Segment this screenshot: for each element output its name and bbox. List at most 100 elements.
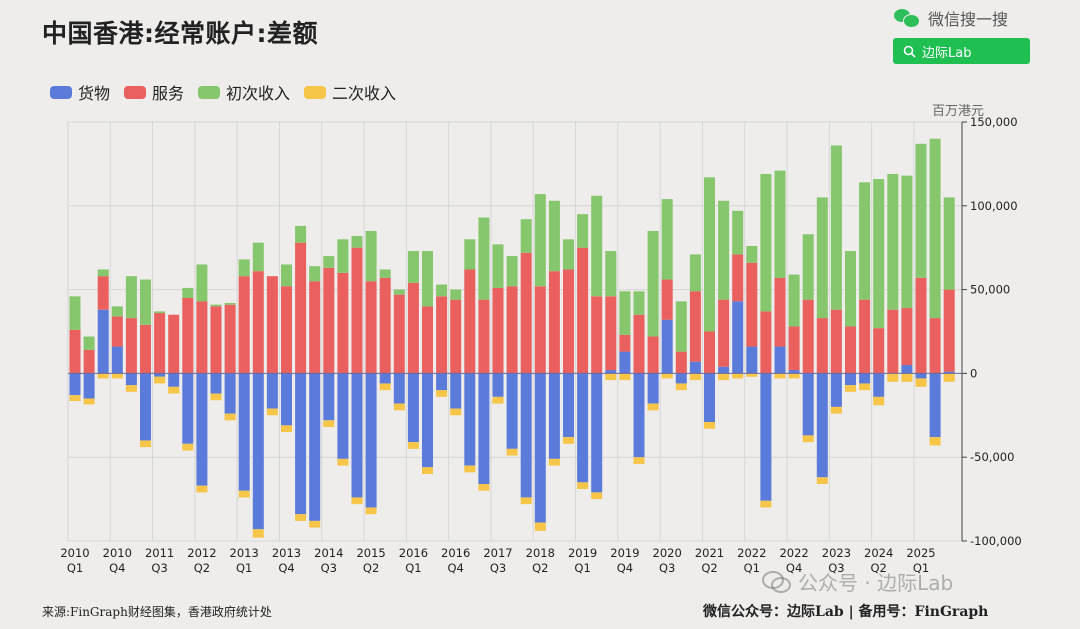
bar-secondary-2025Q3: [943, 373, 955, 382]
bar-primary-2020Q4: [675, 301, 687, 352]
bar-primary-2010Q2: [83, 336, 95, 350]
bar-primary-2021Q4: [732, 210, 744, 255]
bar-primary-2017Q1: [464, 239, 476, 270]
legend-item-services[interactable]: 服务: [124, 80, 184, 104]
bar-services-2011Q3: [154, 313, 166, 374]
bar-goods-2011Q2: [140, 373, 151, 441]
bar-goods-2016Q2: [422, 373, 433, 468]
wechat-search-label: 微信搜一搜: [928, 10, 1009, 29]
x-tick-label-year: 2010: [60, 546, 89, 560]
bar-primary-2021Q3: [718, 200, 730, 300]
bar-services-2010Q4: [111, 316, 123, 347]
bar-secondary-2019Q1: [577, 482, 589, 490]
bar-goods-2010Q3: [97, 309, 109, 374]
bar-primary-2012Q4: [224, 303, 236, 305]
x-tick-label-year: 2020: [653, 546, 682, 560]
x-tick-label-year: 2015: [356, 546, 385, 560]
search-button[interactable]: 边际Lab: [893, 38, 1030, 64]
x-tick-label-quarter: Q1: [67, 561, 83, 575]
bar-secondary-2013Q1: [238, 490, 250, 498]
bar-services-2021Q3: [718, 299, 730, 367]
legend-item-goods[interactable]: 货物: [50, 80, 110, 104]
bar-primary-2014Q4: [337, 239, 349, 273]
x-tick-label-quarter: Q4: [786, 561, 802, 575]
bar-secondary-2019Q2: [591, 492, 603, 500]
bar-primary-2025Q2: [929, 138, 941, 319]
bar-goods-2016Q1: [407, 373, 419, 443]
bar-goods-2019Q3: [605, 370, 617, 374]
bar-goods-2022Q4: [788, 370, 800, 374]
source-note: 来源:FinGraph财经图集，香港政府统计处: [42, 605, 272, 619]
bar-services-2012Q4: [224, 304, 236, 374]
bar-goods-2013Q4: [281, 373, 292, 426]
bar-primary-2025Q1: [915, 143, 927, 278]
x-tick-label-year: 2021: [695, 546, 724, 560]
bar-services-2011Q4: [168, 314, 180, 374]
bar-services-2012Q3: [210, 306, 222, 374]
x-tick-label-year: 2025: [906, 546, 935, 560]
bar-secondary-2013Q3: [266, 408, 278, 416]
bar-secondary-2019Q3: [605, 373, 617, 381]
bar-primary-2018Q2: [534, 194, 546, 287]
bar-goods-2010Q4: [111, 346, 123, 374]
x-tick-label-quarter: Q3: [490, 561, 506, 575]
bar-services-2017Q1: [464, 269, 476, 374]
bar-goods-2021Q3: [718, 366, 730, 374]
legend-item-secondary-income[interactable]: 二次收入: [304, 80, 396, 104]
bar-goods-2018Q2: [534, 373, 546, 523]
bar-services-2013Q3: [266, 276, 278, 374]
bar-goods-2023Q3: [830, 373, 842, 407]
x-tick-label-year: 2013: [272, 546, 301, 560]
bar-secondary-2012Q3: [210, 393, 222, 401]
bar-secondary-2022Q2: [760, 500, 772, 508]
bar-secondary-2016Q3: [436, 390, 448, 397]
watermark-text: 公众号 · 边际Lab: [798, 571, 954, 595]
bar-services-2010Q3: [97, 276, 109, 310]
bar-primary-2023Q1: [802, 234, 814, 300]
x-tick-label-year: 2018: [526, 546, 555, 560]
x-tick-label-quarter: Q2: [871, 561, 887, 575]
bar-primary-2022Q2: [760, 173, 772, 312]
bar-services-2012Q1: [182, 297, 194, 374]
bar-primary-2016Q4: [450, 289, 462, 300]
bar-goods-2024Q2: [873, 373, 885, 397]
bar-primary-2019Q1: [577, 214, 589, 248]
bar-primary-2014Q2: [309, 266, 321, 282]
bar-goods-2018Q3: [548, 373, 560, 459]
bar-goods-2018Q4: [563, 373, 574, 438]
bar-goods-2023Q2: [816, 373, 828, 478]
bar-services-2014Q3: [323, 267, 335, 374]
bar-primary-2017Q2: [478, 217, 490, 300]
bar-goods-2021Q1: [689, 361, 701, 374]
bar-services-2022Q4: [788, 326, 800, 371]
legend-swatch: [198, 85, 221, 99]
bar-goods-2022Q1: [746, 346, 758, 374]
bar-goods-2024Q1: [859, 373, 871, 384]
x-tick-label-year: 2016: [399, 546, 428, 560]
wechat-search-badge[interactable]: 微信搜一搜: [894, 6, 1008, 30]
bar-secondary-2010Q1: [69, 395, 81, 402]
bar-primary-2022Q3: [774, 170, 786, 278]
y-tick-label: -100,000: [970, 534, 1022, 548]
bar-services-2022Q3: [774, 277, 786, 347]
x-tick-label-year: 2014: [314, 546, 343, 560]
bar-services-2023Q2: [816, 318, 828, 374]
x-tick-label-quarter: Q4: [278, 561, 294, 575]
bar-primary-2011Q3: [154, 311, 166, 314]
bar-goods-2020Q2: [647, 373, 659, 404]
bar-goods-2021Q4: [732, 301, 744, 374]
bar-services-2013Q4: [281, 286, 292, 374]
bar-services-2011Q1: [125, 318, 137, 374]
x-tick-label-quarter: Q2: [363, 561, 379, 575]
y-tick-label: 50,000: [970, 283, 1010, 297]
bar-primary-2025Q3: [943, 197, 955, 290]
bar-secondary-2017Q1: [464, 465, 476, 473]
bar-services-2020Q2: [647, 336, 659, 374]
x-tick-label-quarter: Q3: [828, 561, 844, 575]
bar-primary-2017Q3: [492, 244, 504, 288]
legend-item-primary-income[interactable]: 初次收入: [198, 80, 290, 104]
bar-secondary-2014Q4: [337, 458, 349, 466]
y-tick-label: -50,000: [970, 450, 1014, 464]
bar-primary-2010Q3: [97, 269, 109, 277]
bar-goods-2018Q1: [520, 373, 532, 498]
